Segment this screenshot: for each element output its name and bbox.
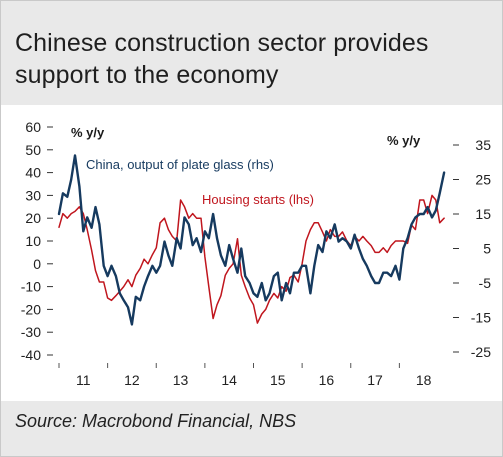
plot-area: 60 50 40 30 20 10 0 -10 -20 -30 -40 35 25 15 5 -5 -15 -25… [1, 105, 502, 401]
left-axis-unit: % y/y [71, 125, 105, 140]
x-axis-tick-label: 13 [173, 372, 189, 388]
right-axis-tick-label: 25 [475, 172, 491, 188]
left-axis-tick-label: 10 [25, 233, 41, 249]
x-axis-tick-label: 14 [221, 372, 237, 388]
right-axis-tick-label: -5 [479, 275, 492, 291]
right-axis-tick-label: -15 [471, 310, 491, 326]
right-axis-unit: % y/y [387, 133, 421, 148]
title-area: Chinese construction sector provides sup… [1, 1, 502, 105]
left-axis-tick-label: 20 [25, 210, 41, 226]
x-axis-tick-label: 12 [124, 372, 140, 388]
left-axis-tick-label: 50 [25, 142, 41, 158]
plate-glass-series-line [57, 154, 446, 326]
chart-title: Chinese construction sector provides sup… [15, 29, 429, 89]
left-axis-tick-label: -40 [21, 347, 41, 363]
x-axis-tick-label: 17 [367, 372, 383, 388]
right-axis-tick-label: -25 [471, 344, 491, 360]
source-note: Source: Macrobond Financial, NBS [15, 411, 297, 431]
housing-starts-series-line [58, 194, 445, 324]
x-axis-tick-label: 11 [76, 372, 91, 388]
housing-starts-series-label: Housing starts (lhs) [202, 192, 314, 207]
left-axis-tick-label: 40 [25, 165, 41, 181]
left-axis-tick-label: -30 [21, 324, 41, 340]
line-chart: 60 50 40 30 20 10 0 -10 -20 -30 -40 35 25 15 5 -5 -15 -25… [21, 119, 492, 388]
right-axis-tick-label: 15 [475, 206, 491, 222]
x-axis-tick-label: 16 [319, 372, 335, 388]
left-axis-tick-label: 60 [25, 119, 41, 135]
left-axis-tick-label: -20 [21, 301, 41, 317]
left-axis-tick-label: 30 [25, 187, 41, 203]
x-axis-tick-label: 15 [270, 372, 286, 388]
plate-glass-series-label: China, output of plate glass (rhs) [86, 157, 274, 172]
right-axis-tick-label: 5 [483, 241, 491, 257]
left-axis-tick-label: -10 [21, 279, 41, 295]
right-axis-tick-label: 35 [475, 137, 491, 153]
left-axis-tick-label: 0 [33, 256, 41, 272]
x-axis-tick-label: 18 [416, 372, 432, 388]
